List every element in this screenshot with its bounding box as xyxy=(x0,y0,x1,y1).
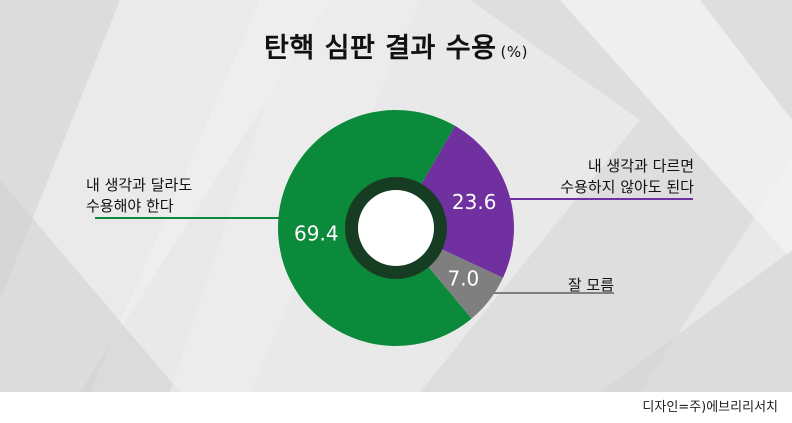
donut-hole xyxy=(358,190,434,266)
design-credit: 디자인=주)에브리리서치 xyxy=(642,400,778,415)
slice-dont-know-value: 7.0 xyxy=(447,266,479,290)
label-need-not-accept: 내 생각과 다르면 수용하지 않아도 된다 xyxy=(560,156,694,198)
label-must-accept-line1: 내 생각과 달라도 xyxy=(86,176,193,194)
slice-need-not-accept-value: 23.6 xyxy=(452,190,497,214)
label-must-accept: 내 생각과 달라도 수용해야 한다 xyxy=(86,175,192,217)
chart-title: 탄핵 심판 결과 수용 (%) xyxy=(0,26,792,65)
chart-title-text: 탄핵 심판 결과 수용 xyxy=(264,33,497,64)
slice-must-accept-value: 69.4 xyxy=(294,221,339,245)
label-need-not-accept-line1: 내 생각과 다르면 xyxy=(587,157,694,175)
label-dont-know: 잘 모름 xyxy=(568,275,614,296)
slice-value-labels: 23.6 7.0 69.4 xyxy=(294,190,496,291)
chart-title-unit: (%) xyxy=(500,43,528,61)
label-need-not-accept-line2: 수용하지 않아도 된다 xyxy=(560,178,694,196)
label-dont-know-text: 잘 모름 xyxy=(567,276,614,294)
label-must-accept-line2: 수용해야 한다 xyxy=(86,197,174,215)
